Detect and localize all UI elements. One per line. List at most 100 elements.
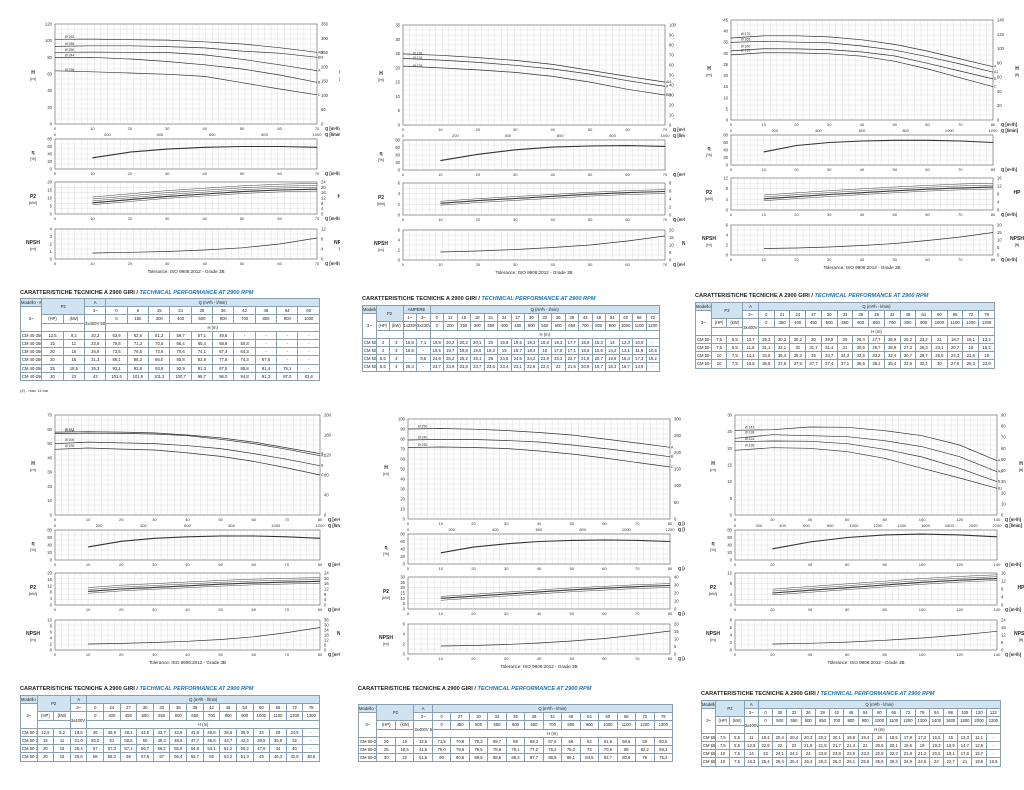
kw-value: 18,5 bbox=[62, 363, 86, 373]
kw-value: 7,5 bbox=[729, 757, 745, 767]
x-tick-label: 20 bbox=[119, 607, 124, 612]
y-right-tick-label: 20 bbox=[669, 103, 674, 108]
table-row: CM 50-125 BM4318,6-19,519,719,819,519,31… bbox=[362, 345, 660, 356]
tech-title: CARATTERISTICHE TECNICHE A 2900 GIRI / T… bbox=[701, 691, 935, 697]
head-value: 74,3 bbox=[233, 355, 256, 365]
y-tick-label: 40 bbox=[400, 547, 405, 552]
q-lmin-header: 650 bbox=[186, 711, 204, 721]
axis-unit-h: [m] bbox=[710, 467, 716, 472]
q-m3h-header: 78 bbox=[302, 703, 320, 713]
q-lmin-header: 700 bbox=[233, 314, 256, 324]
npsh-curve bbox=[763, 232, 994, 249]
x-tick-label: 20 bbox=[128, 171, 133, 176]
head-value: 71,3 bbox=[126, 338, 150, 349]
x-tick-label: 80 bbox=[668, 566, 673, 571]
y-tick-label: 20 bbox=[395, 160, 400, 165]
x-tick-label: 140 bbox=[994, 652, 1001, 657]
axis-unit-eta: [%] bbox=[710, 547, 716, 552]
x-tick-label: 70 bbox=[663, 262, 668, 267]
y-tick-label: 12 bbox=[723, 176, 728, 181]
head-value: 14,9 bbox=[632, 362, 647, 372]
x-tick-label-lmin: 200 bbox=[755, 523, 762, 528]
h-curve-C bbox=[730, 52, 994, 88]
head-value: 20,9 bbox=[578, 362, 593, 372]
q-m3h-header: 21 bbox=[483, 313, 498, 323]
y-tick-label: 3 bbox=[50, 234, 53, 239]
x-tick-label: 50 bbox=[240, 261, 245, 266]
h-curve-B bbox=[730, 48, 994, 80]
chart-cm50-200: 01020304050607004080120160200H[m]H[ft]01… bbox=[26, 413, 340, 666]
col-kw: (kW) bbox=[389, 321, 404, 331]
spacer bbox=[375, 329, 404, 339]
hp-value: 20 bbox=[41, 355, 64, 365]
head-value: 20,5 bbox=[928, 749, 944, 759]
curve-model-label: C bbox=[318, 93, 321, 97]
x-tick-label: 20 bbox=[128, 216, 133, 221]
head-value: 20,1 bbox=[829, 732, 845, 742]
x-axis-label: Q [m³/h] bbox=[328, 517, 340, 522]
x-tick-label: 30 bbox=[513, 262, 518, 267]
spacer bbox=[715, 724, 745, 734]
curve-diameter-label: Ø 160 bbox=[741, 45, 750, 49]
chart-cm40-250: 020406080100120050100150200250300350H[m]… bbox=[26, 22, 340, 275]
head-value: 94,8 bbox=[233, 371, 256, 381]
y-tick-label: 40 bbox=[723, 29, 728, 34]
x-tick-label: 70 bbox=[635, 611, 640, 616]
curve-model-label: A bbox=[321, 452, 324, 456]
x-tick-label: 10 bbox=[438, 217, 443, 222]
y-right-tick-label: 150 bbox=[321, 79, 329, 84]
head-value: 61,9 bbox=[598, 736, 618, 746]
amp-value: 11 bbox=[743, 732, 759, 742]
head-value: 36,6 bbox=[852, 359, 870, 369]
x-tick-label: 20 bbox=[770, 517, 775, 522]
h-curve-A1 bbox=[730, 40, 994, 73]
y-tick-label: 10 bbox=[395, 94, 400, 99]
head-value: 19,8 bbox=[429, 337, 444, 347]
q-lmin-header: 500 bbox=[820, 318, 838, 328]
x-tick-label: 30 bbox=[504, 566, 509, 571]
table-row: CM 50-250 B2518,541,579,079,679,578,678,… bbox=[357, 744, 673, 755]
q-m3h-header: 42 bbox=[542, 712, 563, 722]
head-value: 21 bbox=[857, 740, 873, 751]
x-tick-label: 0 bbox=[402, 262, 405, 267]
hp-value: 7,5 bbox=[715, 740, 731, 751]
q-lmin-header: 450 bbox=[119, 711, 138, 721]
x-axis-label: Q [m³/h] bbox=[1001, 257, 1018, 262]
hp-value: 30 bbox=[376, 753, 396, 763]
q-lmin-header: 800 bbox=[254, 314, 278, 324]
y-right-tick-label: 100 bbox=[669, 23, 677, 28]
curve-diameter-label: Ø 138 bbox=[745, 431, 754, 435]
head-value: 19,5 bbox=[429, 345, 444, 356]
y-right-tick-label: 80 bbox=[997, 60, 1002, 65]
q-m3h-header: 48 bbox=[219, 703, 237, 713]
h-curve-BM bbox=[54, 45, 318, 58]
kw-value: 15 bbox=[53, 752, 71, 762]
head-value: 27,3 bbox=[899, 342, 917, 353]
col-phase: 3~ bbox=[357, 712, 378, 738]
head-value: 32 bbox=[789, 342, 807, 353]
table-row: CM 50-125 AM5,5426,4-23,723,923,823,723,… bbox=[362, 362, 660, 372]
p2-curve-BM bbox=[92, 188, 318, 204]
head-value: 79,6 bbox=[450, 744, 470, 755]
head-value: 18,4 bbox=[618, 354, 633, 364]
x-tick-label: 80 bbox=[991, 167, 996, 172]
x-tick-label: 70 bbox=[315, 171, 320, 176]
table-header-row: (HP)(kW)3x400V 50 Hz05005506006507008009… bbox=[702, 716, 1002, 734]
q-lmin-header: 900 bbox=[915, 318, 933, 328]
head-value: 35 bbox=[805, 351, 822, 361]
x-tick-label: 60 bbox=[602, 521, 607, 526]
axis-unit-p2: [kW] bbox=[29, 200, 37, 205]
q-m3h-header: 15 bbox=[456, 313, 471, 323]
head-value: 93,8 bbox=[126, 363, 150, 373]
head-value: 22,8 bbox=[871, 749, 888, 759]
head-value: 86,9 bbox=[542, 753, 563, 763]
x-tick-label: 10 bbox=[762, 212, 767, 217]
head-value: 28,9 bbox=[883, 342, 901, 353]
y-tick-label: 0 bbox=[398, 258, 401, 263]
y-right-tick-label: 8 bbox=[1001, 587, 1004, 592]
q-lmin-header: 350 bbox=[773, 318, 791, 328]
y-tick-label: 0 bbox=[50, 603, 53, 608]
y-right-tick-label: 50 bbox=[674, 500, 679, 505]
amp-value: 10,7 bbox=[742, 334, 759, 344]
p2-curve-B bbox=[92, 185, 318, 200]
